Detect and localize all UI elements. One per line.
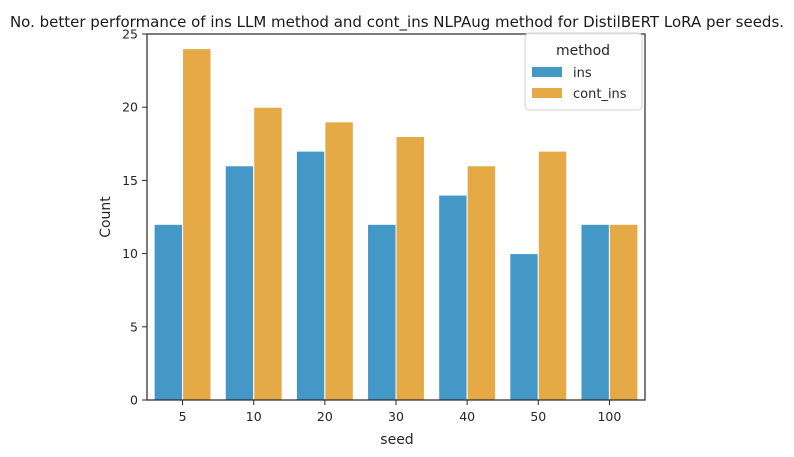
bar-cont_ins-50 xyxy=(537,150,568,401)
x-tick-label: 30 xyxy=(388,409,404,424)
chart-title: No. better performance of ins LLM method… xyxy=(10,13,784,32)
y-tick-label: 10 xyxy=(122,246,138,261)
bar-ins-30 xyxy=(367,223,397,401)
bar-cont_ins-30 xyxy=(395,135,425,401)
y-tick-label: 5 xyxy=(130,319,138,334)
x-tick-label: 5 xyxy=(179,409,187,424)
legend-swatch-ins xyxy=(532,67,562,77)
bar-cont_ins-5 xyxy=(182,48,212,401)
legend-title: method xyxy=(556,43,610,59)
legend: method ins cont_ins xyxy=(524,32,643,111)
y-tick-label: 20 xyxy=(122,100,138,115)
legend-label-cont_ins: cont_ins xyxy=(573,87,627,102)
x-tick-label: 100 xyxy=(597,409,621,424)
bar-ins-40 xyxy=(438,194,468,401)
bar-cont_ins-10 xyxy=(253,106,283,401)
bar-ins-5 xyxy=(153,223,184,401)
y-tick-label: 15 xyxy=(122,173,138,188)
x-tick-label: 50 xyxy=(530,409,546,424)
legend-swatch-cont_ins xyxy=(532,88,562,98)
bar-ins-50 xyxy=(509,253,539,401)
bar-ins-20 xyxy=(295,150,326,401)
bar-ins-10 xyxy=(224,165,255,401)
y-axis-label: Count xyxy=(98,196,114,238)
bar-cont_ins-100 xyxy=(608,223,639,401)
y-tick-label: 0 xyxy=(130,393,138,408)
bar-cont_ins-40 xyxy=(466,165,497,401)
x-tick-label: 40 xyxy=(459,409,475,424)
bar-ins-100 xyxy=(580,223,610,401)
y-tick-label: 25 xyxy=(122,27,138,42)
axes-layer: 5 10 20 30 40 50 100 0 5 10 15 20 25 xyxy=(122,27,646,424)
bar-cont_ins-20 xyxy=(324,121,354,401)
legend-label-ins: ins xyxy=(573,66,592,81)
x-tick-label: 10 xyxy=(246,409,262,424)
x-axis-label: seed xyxy=(380,432,413,448)
x-tick-label: 20 xyxy=(317,409,333,424)
bars-layer xyxy=(153,48,639,401)
